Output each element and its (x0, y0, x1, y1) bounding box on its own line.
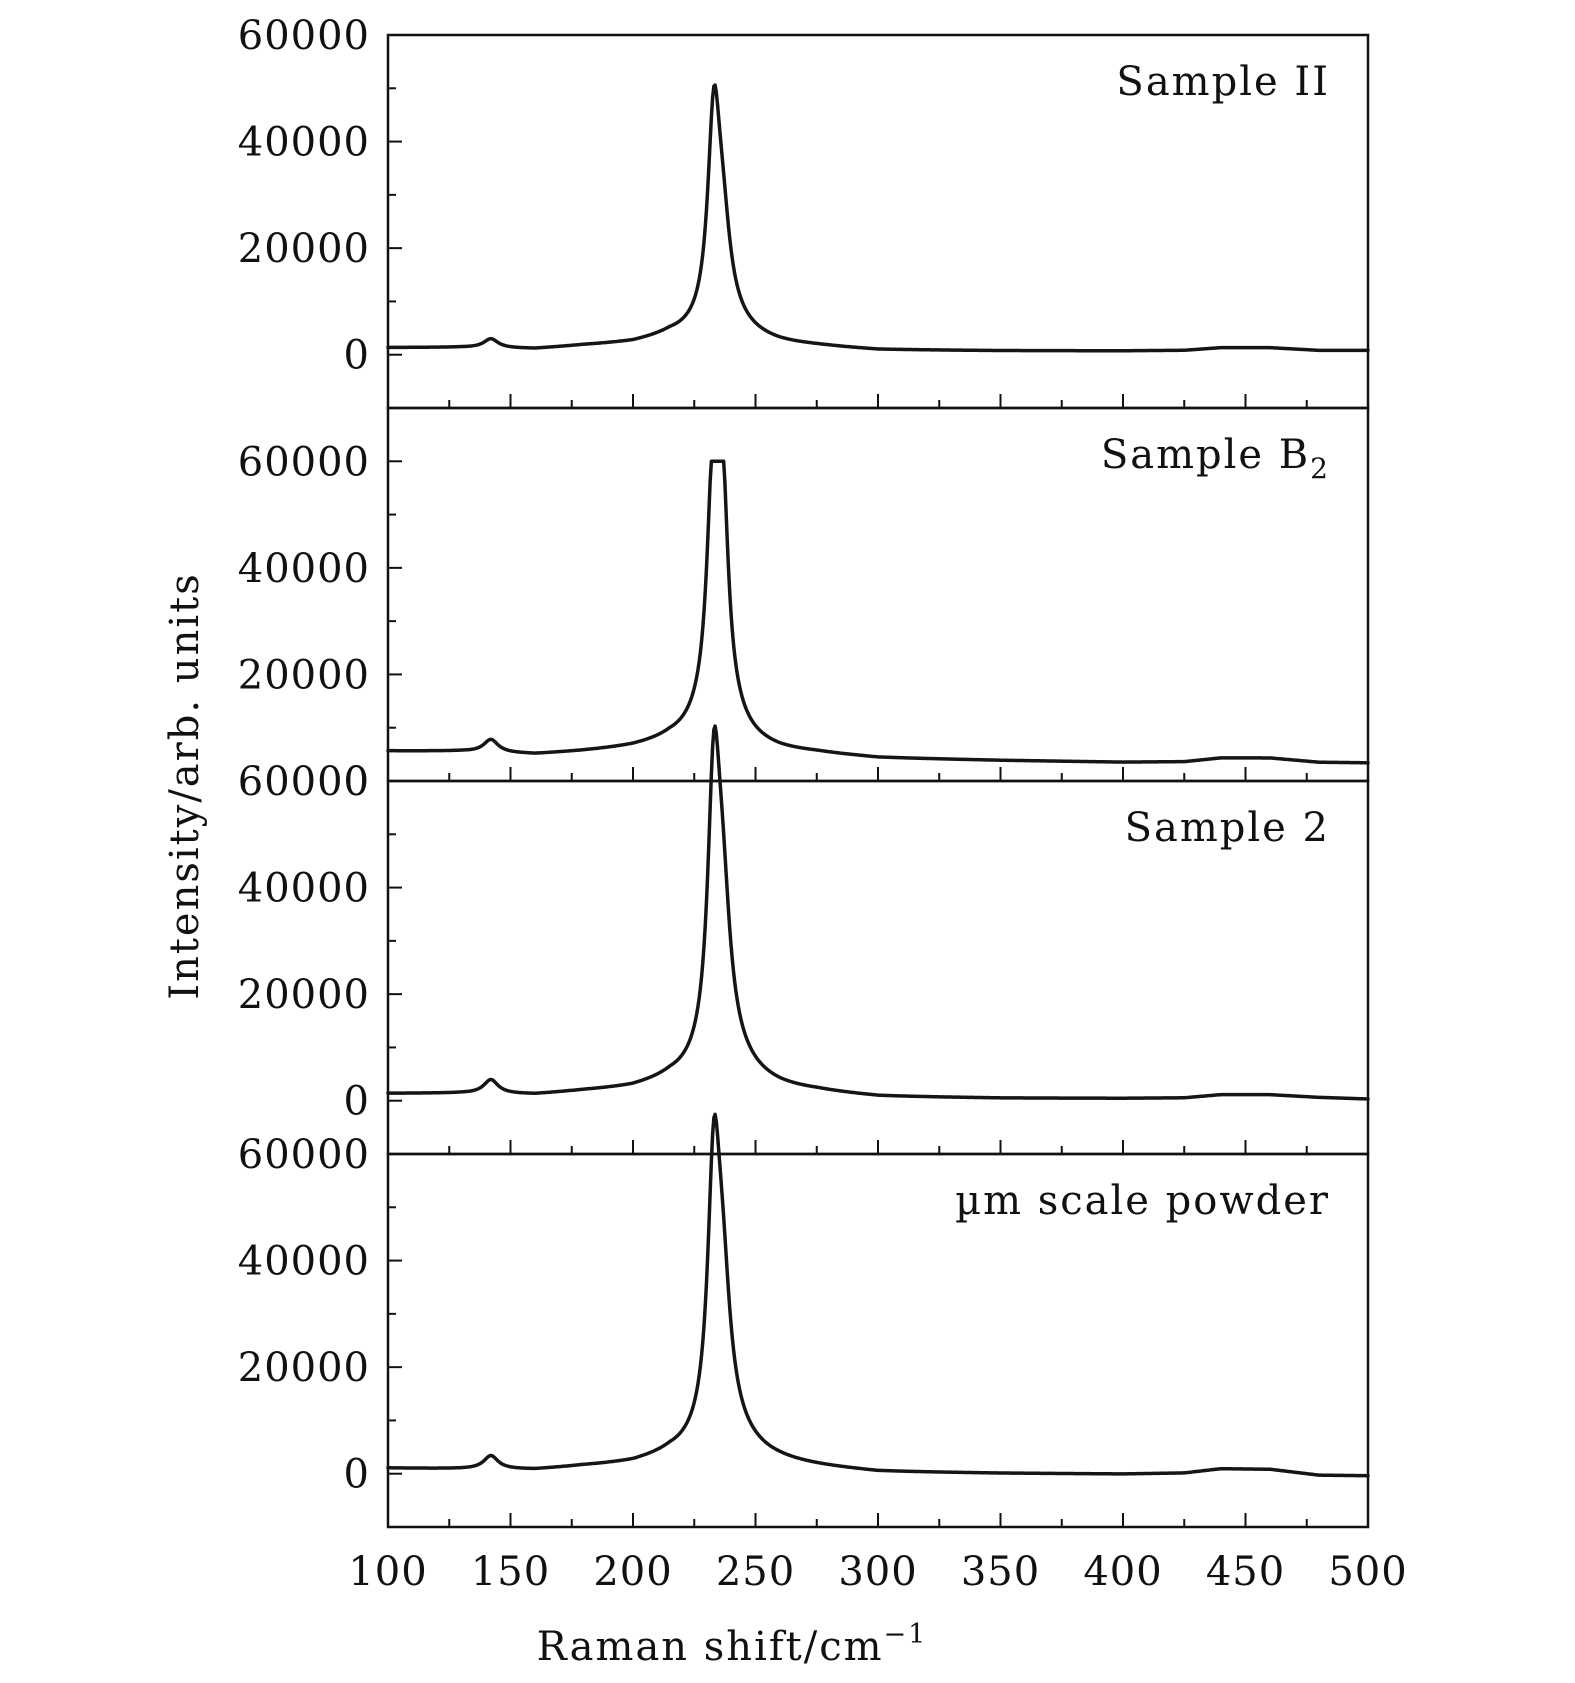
y-tick-label: 20000 (238, 652, 370, 698)
panel-label-subscript: 2 (1310, 452, 1330, 485)
spectrum-line (386, 459, 1370, 765)
y-axis-title: Intensity/arb. units (162, 572, 208, 999)
x-axis: 100 150 200 250 300 350 400 450 500 (348, 1549, 1407, 1595)
y-tick-label: 0 (344, 333, 370, 379)
spectrum-line (386, 1112, 1370, 1478)
x-tick-label: 150 (471, 1549, 550, 1595)
y-tick-label: 40000 (238, 546, 370, 592)
x-tick-label: 250 (716, 1549, 795, 1595)
panel-label: Sample II (1116, 59, 1330, 105)
x-tick-label: 450 (1206, 1549, 1285, 1595)
y-tick-label: 0 (344, 1452, 370, 1498)
spectrum-line (386, 83, 1370, 353)
panel-label: µm scale powder (955, 1178, 1330, 1224)
panel-3: 0 20000 40000 60000 Sample 2 (238, 724, 1370, 1156)
y-tick-label: 60000 (238, 439, 370, 485)
y-tick-label: 20000 (238, 1345, 370, 1391)
y-tick-label: 40000 (238, 120, 370, 166)
y-tick-label: 60000 (238, 759, 370, 805)
y-tick-label: 0 (344, 759, 370, 805)
x-tick-label: 200 (593, 1549, 672, 1595)
y-tick-label: 40000 (238, 866, 370, 912)
y-tick-label: 20000 (238, 226, 370, 272)
x-tick-label: 300 (838, 1549, 917, 1595)
spectrum-line (386, 724, 1370, 1101)
panel-2: 0 20000 40000 60000 Sample B2 (238, 406, 1370, 805)
y-tick-label: 60000 (238, 1132, 370, 1178)
x-tick-label: 350 (961, 1549, 1040, 1595)
x-axis-title-exponent: −1 (884, 1619, 928, 1650)
panel-4: 0 20000 40000 60000 µm scale powder (238, 1112, 1370, 1529)
x-axis-title: Raman shift/cm−1 (537, 1619, 928, 1670)
panels: 0 20000 40000 60000 Sample II 0 20000 40000 6000… (238, 13, 1370, 1529)
y-tick-label: 20000 (238, 972, 370, 1018)
panel-label: Sample 2 (1125, 805, 1330, 851)
panel-label: Sample B2 (1101, 432, 1330, 485)
x-tick-label: 400 (1083, 1549, 1162, 1595)
y-tick-label: 40000 (238, 1239, 370, 1285)
y-tick-label: 60000 (238, 13, 370, 59)
panel-1: 0 20000 40000 60000 Sample II (238, 13, 1370, 410)
x-tick-label: 100 (348, 1549, 427, 1595)
y-tick-label: 0 (344, 1079, 370, 1125)
x-tick-label: 500 (1328, 1549, 1407, 1595)
